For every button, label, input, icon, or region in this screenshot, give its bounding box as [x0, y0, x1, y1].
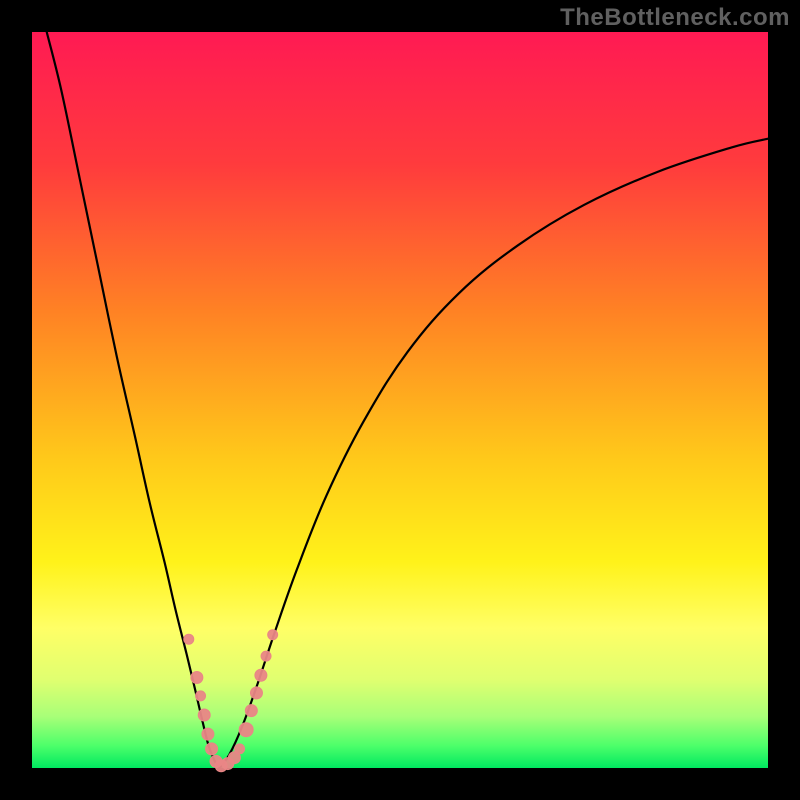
bottleneck-chart [0, 0, 800, 800]
data-marker [239, 723, 253, 737]
data-marker [191, 671, 203, 683]
data-marker [250, 687, 262, 699]
data-marker [202, 728, 214, 740]
chart-gradient-bg [32, 32, 768, 768]
data-marker [196, 691, 206, 701]
chart-stage: TheBottleneck.com [0, 0, 800, 800]
data-marker [245, 705, 257, 717]
data-marker [268, 630, 278, 640]
data-marker [198, 709, 210, 721]
data-marker [206, 743, 218, 755]
data-marker [235, 744, 245, 754]
data-marker [261, 651, 271, 661]
data-marker [255, 669, 267, 681]
watermark-text: TheBottleneck.com [560, 4, 790, 32]
data-marker [184, 634, 194, 644]
